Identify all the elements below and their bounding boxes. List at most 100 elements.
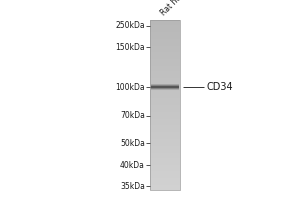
Bar [150, 54, 180, 56]
Bar [150, 43, 180, 46]
Bar [150, 137, 180, 139]
Bar [150, 72, 180, 74]
Bar [150, 152, 180, 154]
Text: 35kDa: 35kDa [120, 182, 145, 191]
Bar [150, 147, 180, 149]
Bar [150, 101, 180, 103]
Bar [150, 108, 180, 110]
Bar [150, 99, 180, 102]
Bar [150, 188, 180, 190]
Bar [150, 159, 180, 161]
Text: 50kDa: 50kDa [120, 138, 145, 148]
Text: 150kDa: 150kDa [115, 43, 145, 51]
Bar [150, 67, 180, 69]
Bar [150, 178, 180, 180]
Bar [150, 166, 180, 168]
Bar [150, 94, 180, 96]
Bar [150, 52, 180, 54]
Bar [150, 103, 180, 105]
Bar [151, 87, 179, 88]
Bar [150, 105, 180, 107]
Bar [150, 48, 180, 51]
Bar [150, 181, 180, 183]
Bar [150, 157, 180, 159]
Bar [150, 110, 180, 112]
Bar [150, 28, 180, 30]
Bar [151, 85, 179, 86]
Bar [150, 93, 180, 95]
Bar [150, 79, 180, 81]
Bar [151, 85, 179, 86]
Text: 70kDa: 70kDa [120, 112, 145, 120]
Bar [150, 145, 180, 148]
Bar [150, 55, 180, 57]
Bar [150, 171, 180, 173]
Bar [150, 64, 180, 66]
Bar [151, 84, 179, 85]
Bar [150, 31, 180, 34]
Bar [151, 89, 179, 90]
Bar [150, 62, 180, 64]
Bar [150, 86, 180, 88]
Bar [150, 139, 180, 141]
Bar [150, 179, 180, 182]
Bar [150, 169, 180, 171]
Bar [150, 115, 180, 117]
Bar [150, 140, 180, 142]
Bar [150, 123, 180, 125]
Bar [150, 183, 180, 185]
Bar [150, 21, 180, 23]
Bar [150, 84, 180, 86]
Bar [150, 186, 180, 188]
Bar [150, 132, 180, 134]
Bar [150, 149, 180, 151]
Bar [150, 20, 180, 22]
Bar [150, 47, 180, 49]
Bar [150, 184, 180, 187]
Bar [150, 116, 180, 119]
Bar [150, 42, 180, 44]
Bar [150, 69, 180, 71]
Bar [150, 111, 180, 114]
Bar [151, 88, 179, 89]
Bar [150, 106, 180, 108]
Bar [150, 122, 180, 124]
Bar [150, 164, 180, 166]
Bar [150, 144, 180, 146]
Bar [150, 59, 180, 61]
Bar [150, 113, 180, 115]
Bar [150, 88, 180, 90]
Bar [150, 161, 180, 163]
Bar [150, 60, 180, 62]
Bar [151, 87, 179, 88]
Bar [150, 25, 180, 27]
Text: CD34: CD34 [207, 82, 234, 92]
Bar [150, 91, 180, 93]
Bar [150, 82, 180, 85]
Bar [150, 127, 180, 129]
Bar [150, 125, 180, 127]
Bar [150, 89, 180, 91]
Bar [150, 50, 180, 52]
Bar [150, 176, 180, 178]
Text: 250kDa: 250kDa [115, 21, 145, 30]
Bar [150, 174, 180, 176]
Bar [150, 120, 180, 122]
Bar [150, 98, 180, 100]
Bar [150, 173, 180, 175]
Bar [150, 156, 180, 158]
Text: 40kDa: 40kDa [120, 160, 145, 170]
Bar [150, 77, 180, 79]
Bar [150, 154, 180, 156]
Bar [150, 40, 180, 42]
Bar [150, 135, 180, 137]
Bar [150, 23, 180, 25]
Bar [150, 76, 180, 78]
Bar [150, 45, 180, 47]
Bar [150, 66, 180, 68]
Bar [151, 86, 179, 87]
Bar [150, 134, 180, 136]
Text: Rat heart: Rat heart [159, 0, 190, 17]
Bar [150, 71, 180, 73]
Bar [150, 118, 180, 120]
